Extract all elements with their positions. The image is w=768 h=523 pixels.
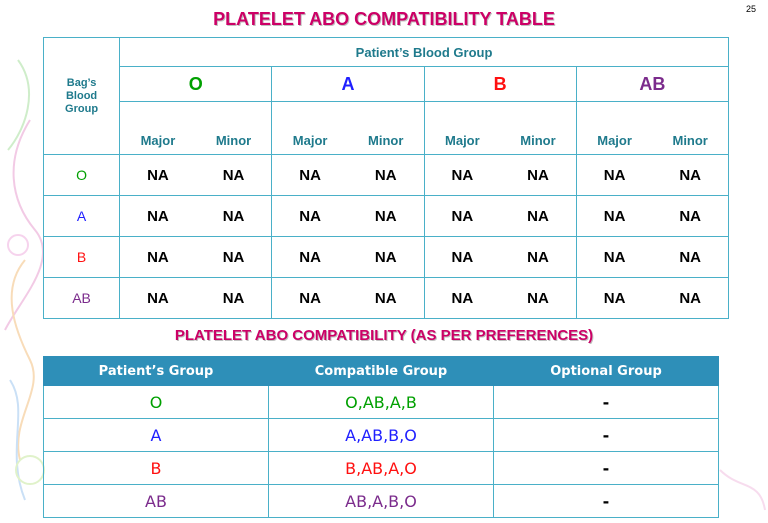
compatible-group-cell: O,AB,A,B: [268, 385, 494, 419]
na-cell: NA: [119, 236, 196, 278]
group-header-ab: AB: [575, 66, 730, 102]
na-cell: NA: [423, 236, 501, 278]
na-cell: NA: [195, 236, 273, 278]
na-cell: NA: [652, 277, 730, 319]
section-title: PLATELET ABO COMPATIBILITY (AS PER PREFE…: [174, 327, 594, 344]
na-cell: NA: [271, 195, 348, 237]
group-header-a: A: [271, 66, 425, 102]
group-header-b: B: [423, 66, 577, 102]
na-cell: NA: [347, 236, 425, 278]
compatible-group-cell: A,AB,B,O: [268, 418, 494, 452]
na-cell: NA: [271, 277, 348, 319]
patient-group-cell: A: [43, 418, 269, 452]
row-label-b: B: [42, 236, 121, 278]
compatible-group-cell: B,AB,A,O: [268, 451, 494, 485]
minor-header: Minor: [347, 101, 425, 155]
bag-label-line: Group: [65, 102, 99, 115]
minor-header: Minor: [195, 101, 273, 155]
na-cell: NA: [500, 154, 577, 196]
na-cell: NA: [423, 195, 501, 237]
na-cell: NA: [347, 195, 425, 237]
minor-header: Minor: [652, 101, 730, 155]
na-cell: NA: [423, 154, 501, 196]
group-header-o: O: [119, 66, 273, 102]
na-cell: NA: [195, 154, 273, 196]
na-cell: NA: [271, 236, 348, 278]
na-cell: NA: [500, 277, 577, 319]
table-row: AB AB,A,B,O -: [43, 484, 719, 518]
na-cell: NA: [347, 154, 425, 196]
major-header: Major: [423, 101, 501, 155]
na-cell: NA: [119, 277, 196, 319]
page-title: PLATELET ABO COMPATIBILITY TABLE: [213, 9, 555, 29]
na-cell: NA: [347, 277, 425, 319]
na-cell: NA: [119, 154, 196, 196]
bag-label-line: Blood: [65, 89, 98, 102]
major-header: Major: [119, 101, 196, 155]
na-cell: NA: [652, 154, 730, 196]
optional-group-cell: -: [493, 451, 719, 485]
na-cell: NA: [652, 236, 730, 278]
optional-group-cell: -: [493, 484, 719, 518]
row-label-a: A: [42, 195, 121, 237]
bag-label-line: Bag’s: [66, 76, 97, 89]
na-cell: NA: [652, 195, 730, 237]
bags-blood-group-header: Bag’s Blood Group: [42, 37, 121, 155]
table-row: A A,AB,B,O -: [43, 418, 719, 452]
optional-group-header: Optional Group: [493, 356, 719, 386]
table-row: O O,AB,A,B -: [43, 385, 719, 419]
compatible-group-cell: AB,A,B,O: [268, 484, 494, 518]
minor-header: Minor: [500, 101, 577, 155]
row-label-ab: AB: [42, 277, 121, 319]
major-header: Major: [271, 101, 348, 155]
optional-group-cell: -: [493, 418, 719, 452]
slide-number: 25: [745, 4, 756, 14]
compatible-group-header: Compatible Group: [268, 356, 494, 386]
patient-blood-group-header: Patient’s Blood Group: [119, 37, 729, 67]
na-cell: NA: [119, 195, 196, 237]
na-cell: NA: [575, 236, 653, 278]
major-header: Major: [575, 101, 653, 155]
na-cell: NA: [423, 277, 501, 319]
optional-group-cell: -: [493, 385, 719, 419]
na-cell: NA: [195, 195, 273, 237]
patient-group-cell: B: [43, 451, 269, 485]
na-cell: NA: [575, 154, 653, 196]
na-cell: NA: [500, 195, 577, 237]
patient-group-cell: AB: [43, 484, 269, 518]
preference-table: Patient’s Group Compatible Group Optiona…: [43, 356, 719, 518]
patient-group-header: Patient’s Group: [43, 356, 269, 386]
na-cell: NA: [500, 236, 577, 278]
compatibility-table: Bag’s Blood Group Patient’s Blood Group …: [42, 37, 730, 319]
na-cell: NA: [575, 277, 653, 319]
na-cell: NA: [575, 195, 653, 237]
row-label-o: O: [42, 154, 121, 196]
table-row: B B,AB,A,O -: [43, 451, 719, 485]
na-cell: NA: [271, 154, 348, 196]
patient-group-cell: O: [43, 385, 269, 419]
na-cell: NA: [195, 277, 273, 319]
